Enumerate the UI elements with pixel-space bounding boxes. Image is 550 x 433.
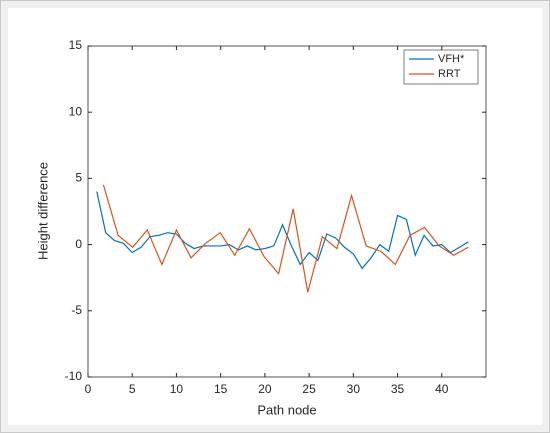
x-tick-label: 5 xyxy=(129,382,136,396)
line-series xyxy=(96,191,469,270)
x-tick-label: 35 xyxy=(391,382,405,396)
y-tick-label: 15 xyxy=(69,38,83,52)
y-tick-label: -10 xyxy=(65,369,83,383)
y-tick-label: -5 xyxy=(71,303,82,317)
x-tick-label: 25 xyxy=(302,382,316,396)
y-tick-label: 0 xyxy=(75,237,82,251)
x-tick-label: 20 xyxy=(258,382,272,396)
y-tick-label: 5 xyxy=(75,171,82,185)
x-tick-label: 0 xyxy=(85,382,92,396)
x-tick-label: 30 xyxy=(347,382,361,396)
y-axis-label: Height difference xyxy=(35,162,50,260)
y-tick-label: 10 xyxy=(69,104,83,118)
legend-label: VFH* xyxy=(438,53,465,65)
x-tick-label: 40 xyxy=(435,382,449,396)
axes-box xyxy=(87,45,487,378)
x-tick-label: 10 xyxy=(170,382,184,396)
x-axis-label: Path node xyxy=(257,402,316,417)
line-series xyxy=(102,184,469,293)
x-tick-label: 15 xyxy=(214,382,228,396)
legend-label: RRT xyxy=(438,68,461,80)
legend-box xyxy=(403,49,479,85)
